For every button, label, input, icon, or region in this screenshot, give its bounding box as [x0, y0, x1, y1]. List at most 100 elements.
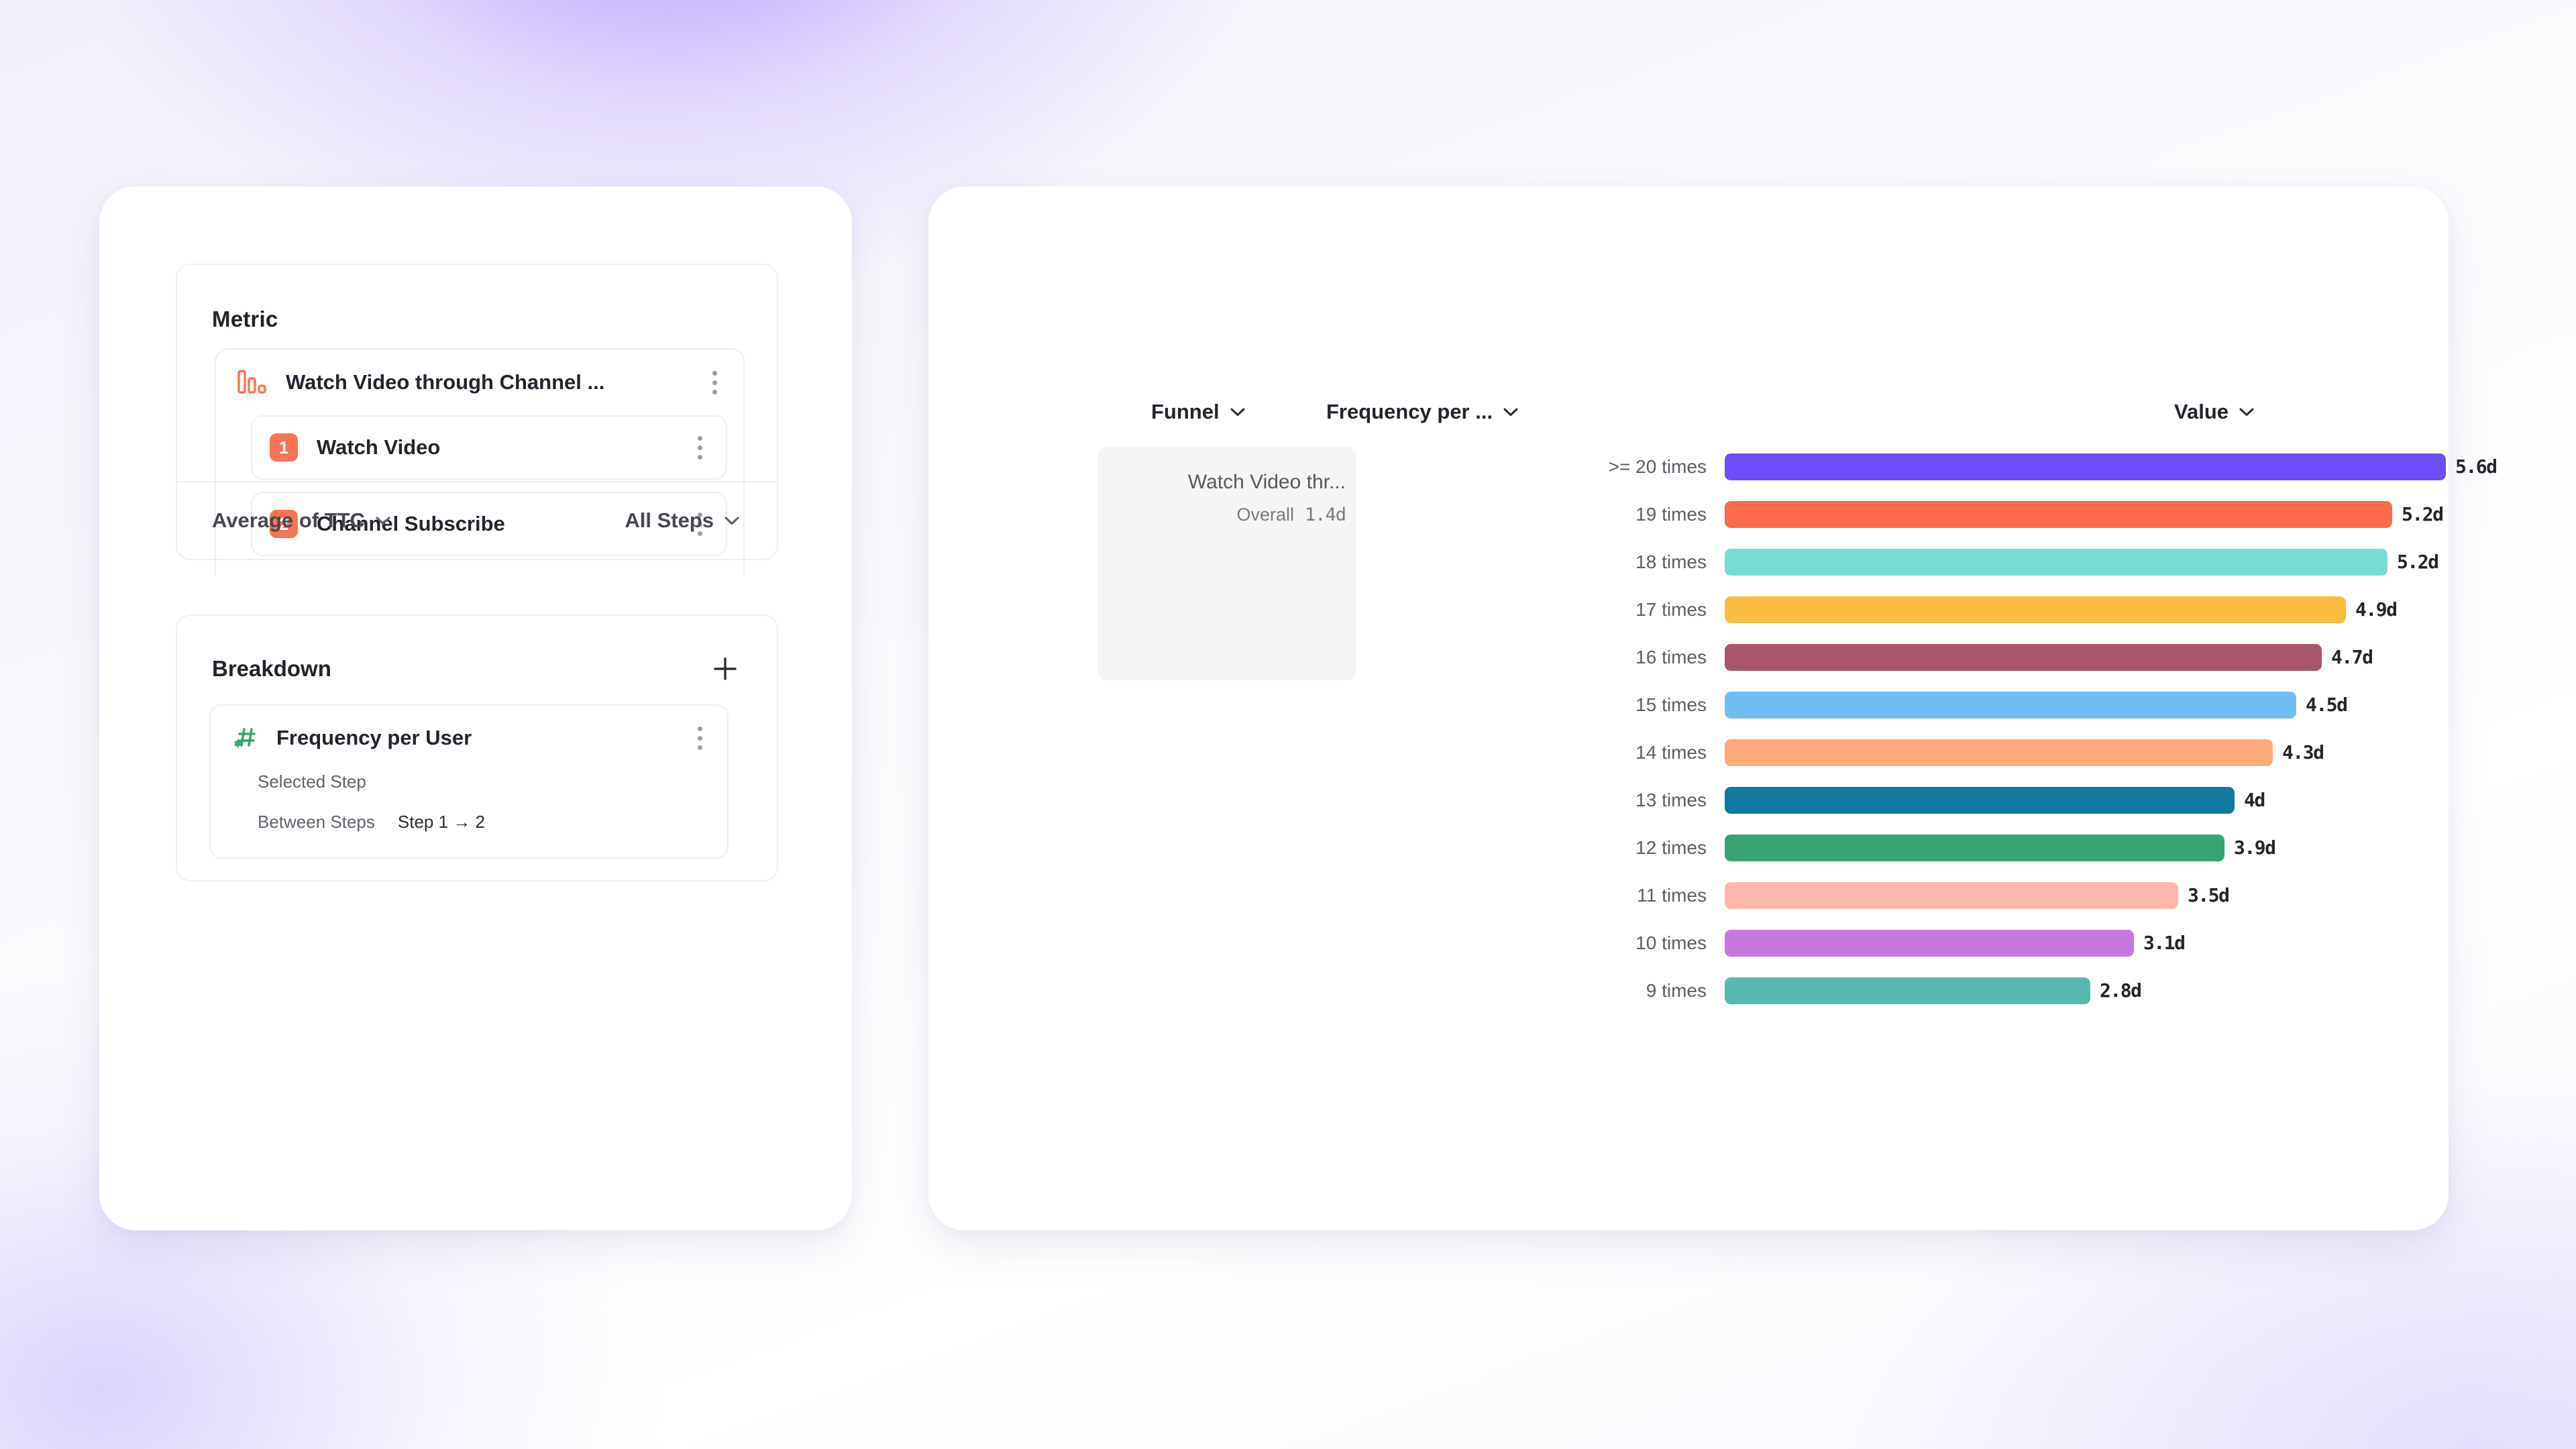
chart-bar-value: 4.3d	[2282, 741, 2324, 763]
chart-row[interactable]: 16 times 4.7d	[928, 633, 2449, 681]
selected-step-label: Selected Step	[258, 771, 366, 792]
chart-category-label: 11 times	[1637, 884, 1707, 906]
chart-row[interactable]: 13 times 4d	[928, 776, 2449, 824]
chart-bar[interactable]	[1725, 691, 2296, 718]
chart-bar-value: 5.6d	[2455, 455, 2498, 478]
metric-funnel-label: Watch Video through Channel ...	[286, 370, 605, 394]
chevron-down-icon	[724, 517, 739, 525]
add-breakdown-button[interactable]	[711, 655, 739, 683]
chart-row[interactable]: 17 times 4.9d	[928, 586, 2449, 633]
bar-chart: >= 20 times 5.6d 19 times 5.2d 18 times 5.2d 1…	[928, 443, 2498, 1014]
chart-bar[interactable]	[1725, 453, 2446, 480]
chart-bar[interactable]	[1725, 739, 2273, 766]
chart-bar-value: 2.8d	[2100, 979, 2142, 1002]
left-config-panel: Metric Watch Video through Channel ... 1…	[99, 186, 852, 1230]
chevron-down-icon	[1230, 408, 1245, 416]
chart-category-label: 12 times	[1635, 837, 1707, 858]
chart-row[interactable]: 19 times 5.2d	[928, 490, 2449, 538]
chart-row[interactable]: 14 times 4.3d	[928, 729, 2449, 776]
column-header-funnel[interactable]: Funnel	[1151, 400, 1245, 424]
chart-bar-track: 4.5d	[1725, 691, 2422, 718]
chart-row[interactable]: 12 times 3.9d	[928, 824, 2449, 871]
chart-bar-value: 4.5d	[2306, 694, 2348, 716]
step-more-button[interactable]	[691, 433, 708, 462]
chart-category-label: 14 times	[1635, 741, 1707, 763]
breakdown-item[interactable]: Frequency per User Selected Step Between…	[209, 704, 729, 859]
chart-bar-track: 2.8d	[1725, 977, 2422, 1004]
metric-funnel-header[interactable]: Watch Video through Channel ...	[216, 350, 743, 415]
step-more-button[interactable]	[691, 509, 708, 539]
chart-bar-track: 4d	[1725, 786, 2422, 814]
chart-bar-track: 4.9d	[1725, 596, 2422, 623]
funnel-overall-row: Overall 1.4d	[1236, 504, 1346, 525]
breakdown-card-title: Breakdown	[212, 656, 331, 681]
funnel-step-row-1[interactable]: 1 Watch Video	[251, 415, 727, 480]
chart-panel: Funnel Frequency per ... Value Watch Vid…	[928, 186, 2498, 1230]
chart-bar-track: 5.6d	[1725, 453, 2498, 480]
chart-row[interactable]: 10 times 3.1d	[928, 919, 2449, 967]
chart-category-label: 17 times	[1635, 598, 1707, 620]
step-number-badge: 2	[270, 510, 298, 538]
between-steps-label: Between Steps	[258, 812, 375, 832]
metric-card: Metric Watch Video through Channel ... 1…	[176, 264, 778, 576]
chart-row[interactable]: 11 times 3.5d	[928, 871, 2449, 919]
chart-bar-value: 5.2d	[2402, 503, 2444, 525]
chart-category-label: 15 times	[1635, 694, 1707, 715]
column-header-value-label: Value	[2174, 400, 2229, 423]
breakdown-item-header: Frequency per User	[232, 723, 708, 753]
chart-bar[interactable]	[1725, 548, 2387, 576]
breakdown-item-label: Frequency per User	[276, 726, 472, 749]
chart-row[interactable]: >= 20 times 5.6d	[928, 443, 2498, 490]
step-number-badge: 1	[270, 433, 298, 462]
chart-bar-value: 3.9d	[2234, 837, 2276, 859]
chart-bar[interactable]	[1725, 500, 2392, 528]
chart-row[interactable]: 15 times 4.5d	[928, 681, 2449, 729]
funnel-overall-value: 1.4d	[1304, 504, 1346, 525]
chart-bar-value: 3.1d	[2143, 932, 2186, 954]
chart-category-label: >= 20 times	[1608, 455, 1707, 477]
chart-bar-value: 4d	[2244, 789, 2265, 811]
chart-category-label: 9 times	[1646, 979, 1707, 1001]
chart-bar-value: 4.9d	[2355, 598, 2398, 621]
chart-category-label: 13 times	[1635, 789, 1707, 810]
chevron-down-icon	[1503, 408, 1518, 416]
column-header-frequency-label: Frequency per ...	[1326, 400, 1493, 423]
chart-row[interactable]: 9 times 2.8d	[928, 967, 2449, 1014]
steps-scope-dropdown[interactable]: All Steps	[625, 508, 739, 533]
chart-bar[interactable]	[1725, 643, 2322, 671]
between-steps-value: Step 1 → 2	[397, 812, 485, 832]
chart-bar[interactable]	[1725, 929, 2134, 957]
chart-category-label: 19 times	[1635, 503, 1707, 525]
aggregation-dropdown[interactable]: Average of TTC	[212, 508, 390, 533]
hash-star-icon	[234, 728, 256, 748]
funnel-overall-label: Overall	[1236, 504, 1294, 525]
chart-row[interactable]: 18 times 5.2d	[928, 538, 2449, 586]
chart-bar[interactable]	[1725, 834, 2224, 861]
funnel-summary-box[interactable]: Watch Video thr... Overall 1.4d	[1097, 447, 1356, 680]
chevron-down-icon	[2239, 408, 2254, 416]
breakdown-header: Breakdown	[212, 655, 739, 683]
chevron-down-icon	[376, 517, 390, 525]
breakdown-card: Breakdown Frequency per User Selected St…	[176, 614, 778, 881]
chart-category-label: 16 times	[1635, 646, 1707, 667]
chart-bar-value: 4.7d	[2331, 646, 2373, 668]
funnel-step-row-2[interactable]: 2 Channel Subscribe	[251, 492, 727, 556]
funnel-summary-name: Watch Video thr...	[1187, 471, 1346, 493]
chart-category-label: 10 times	[1635, 932, 1707, 953]
chart-bar-track: 4.3d	[1725, 739, 2422, 766]
chart-bar[interactable]	[1725, 977, 2090, 1004]
between-steps-row[interactable]: Between Steps Step 1 → 2	[258, 812, 485, 833]
metric-funnel-more-button[interactable]	[706, 368, 723, 397]
breakdown-item-more-button[interactable]	[691, 723, 708, 753]
metric-card-title: Metric	[212, 307, 278, 331]
chart-category-label: 18 times	[1635, 551, 1707, 572]
chart-bar[interactable]	[1725, 786, 2235, 814]
chart-bar[interactable]	[1725, 596, 2346, 623]
column-header-value[interactable]: Value	[2174, 400, 2254, 424]
chart-bar[interactable]	[1725, 881, 2178, 909]
column-header-funnel-label: Funnel	[1151, 400, 1220, 423]
bar-chart-icon	[237, 370, 266, 394]
chart-bar-track: 5.2d	[1725, 548, 2439, 576]
column-header-frequency[interactable]: Frequency per ...	[1326, 400, 1518, 424]
chart-bar-track: 3.5d	[1725, 881, 2422, 909]
